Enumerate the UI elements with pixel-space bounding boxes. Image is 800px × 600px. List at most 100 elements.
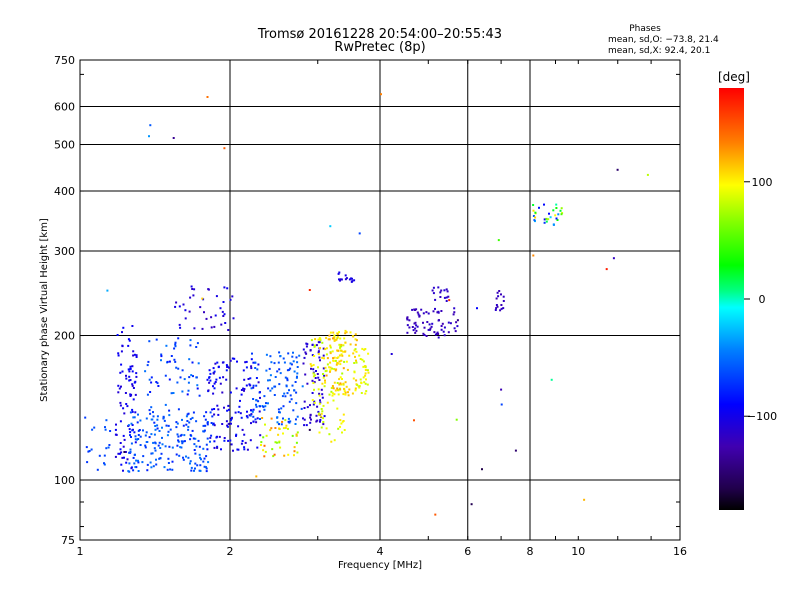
- data-point: [338, 278, 340, 281]
- data-point: [282, 357, 285, 360]
- data-point: [196, 384, 199, 387]
- data-point: [165, 344, 168, 347]
- data-point: [129, 411, 132, 414]
- data-point: [119, 404, 122, 407]
- data-point: [231, 357, 234, 360]
- data-point: [245, 366, 248, 369]
- data-point: [204, 418, 207, 421]
- data-point: [132, 354, 135, 357]
- data-point: [192, 437, 195, 440]
- data-point: [228, 366, 231, 369]
- data-point: [166, 468, 169, 471]
- data-point: [155, 463, 158, 466]
- data-point: [305, 352, 308, 355]
- data-point: [181, 390, 184, 393]
- data-point: [141, 461, 144, 464]
- data-point: [146, 441, 149, 443]
- data-point: [533, 219, 536, 222]
- data-point: [123, 451, 126, 453]
- data-point: [314, 344, 316, 347]
- data-point: [337, 389, 340, 392]
- data-point: [344, 278, 347, 281]
- data-point: [235, 433, 238, 436]
- data-point: [174, 343, 177, 346]
- data-point: [344, 274, 347, 277]
- data-point: [500, 307, 503, 310]
- data-point: [256, 417, 259, 420]
- data-point: [437, 336, 440, 339]
- data-point: [412, 329, 415, 332]
- data-point: [175, 366, 178, 369]
- data-point: [499, 309, 502, 312]
- data-point: [329, 346, 332, 349]
- data-point: [284, 419, 287, 422]
- data-point: [341, 354, 344, 357]
- data-point: [406, 324, 409, 327]
- data-point: [242, 369, 245, 372]
- data-point: [182, 440, 185, 443]
- data-point: [309, 421, 312, 424]
- data-point: [160, 359, 162, 362]
- data-point: [616, 168, 619, 171]
- data-point: [245, 360, 248, 363]
- data-point: [311, 392, 314, 394]
- data-point: [336, 361, 339, 364]
- data-point: [534, 216, 537, 219]
- data-point: [337, 427, 340, 430]
- data-point: [189, 462, 191, 465]
- data-point: [284, 395, 287, 398]
- data-point: [325, 427, 328, 430]
- data-point: [235, 434, 237, 437]
- data-point: [302, 417, 304, 420]
- data-point: [406, 318, 409, 321]
- data-point: [225, 420, 228, 423]
- data-point: [187, 456, 190, 459]
- data-point: [131, 424, 134, 426]
- data-point: [120, 363, 123, 366]
- data-point: [605, 268, 608, 271]
- data-point: [171, 460, 174, 463]
- data-point: [532, 254, 535, 257]
- data-point: [646, 173, 649, 176]
- data-point: [139, 419, 142, 422]
- data-point: [335, 338, 338, 341]
- data-point: [338, 271, 341, 274]
- data-point: [215, 436, 218, 439]
- data-point: [249, 414, 252, 417]
- data-point: [500, 388, 503, 391]
- data-point: [153, 433, 156, 436]
- data-point: [181, 442, 184, 445]
- data-point: [239, 412, 242, 415]
- data-point: [131, 408, 134, 411]
- data-point: [355, 361, 358, 364]
- data-point: [340, 383, 343, 386]
- data-point: [226, 424, 229, 427]
- data-point: [271, 387, 274, 390]
- data-point: [448, 299, 451, 302]
- data-point: [135, 372, 138, 375]
- data-point: [188, 376, 191, 379]
- data-point: [203, 465, 206, 468]
- data-point: [318, 379, 321, 381]
- data-point: [445, 296, 448, 299]
- data-point: [295, 356, 298, 359]
- data-point: [514, 449, 517, 452]
- data-point: [133, 462, 136, 465]
- data-point: [319, 419, 322, 421]
- data-point: [338, 383, 341, 386]
- data-point: [329, 370, 331, 373]
- data-point: [137, 438, 140, 440]
- data-point: [287, 417, 290, 420]
- data-point: [168, 360, 171, 363]
- data-point: [193, 288, 196, 291]
- data-point: [182, 424, 185, 427]
- data-point: [192, 294, 195, 297]
- data-point: [166, 360, 169, 363]
- data-point: [93, 426, 96, 429]
- colorbar-unit: [deg]: [718, 70, 750, 84]
- data-point: [273, 453, 276, 456]
- data-point: [174, 305, 177, 308]
- data-point: [259, 418, 261, 420]
- data-point: [292, 360, 295, 363]
- data-point: [295, 391, 298, 394]
